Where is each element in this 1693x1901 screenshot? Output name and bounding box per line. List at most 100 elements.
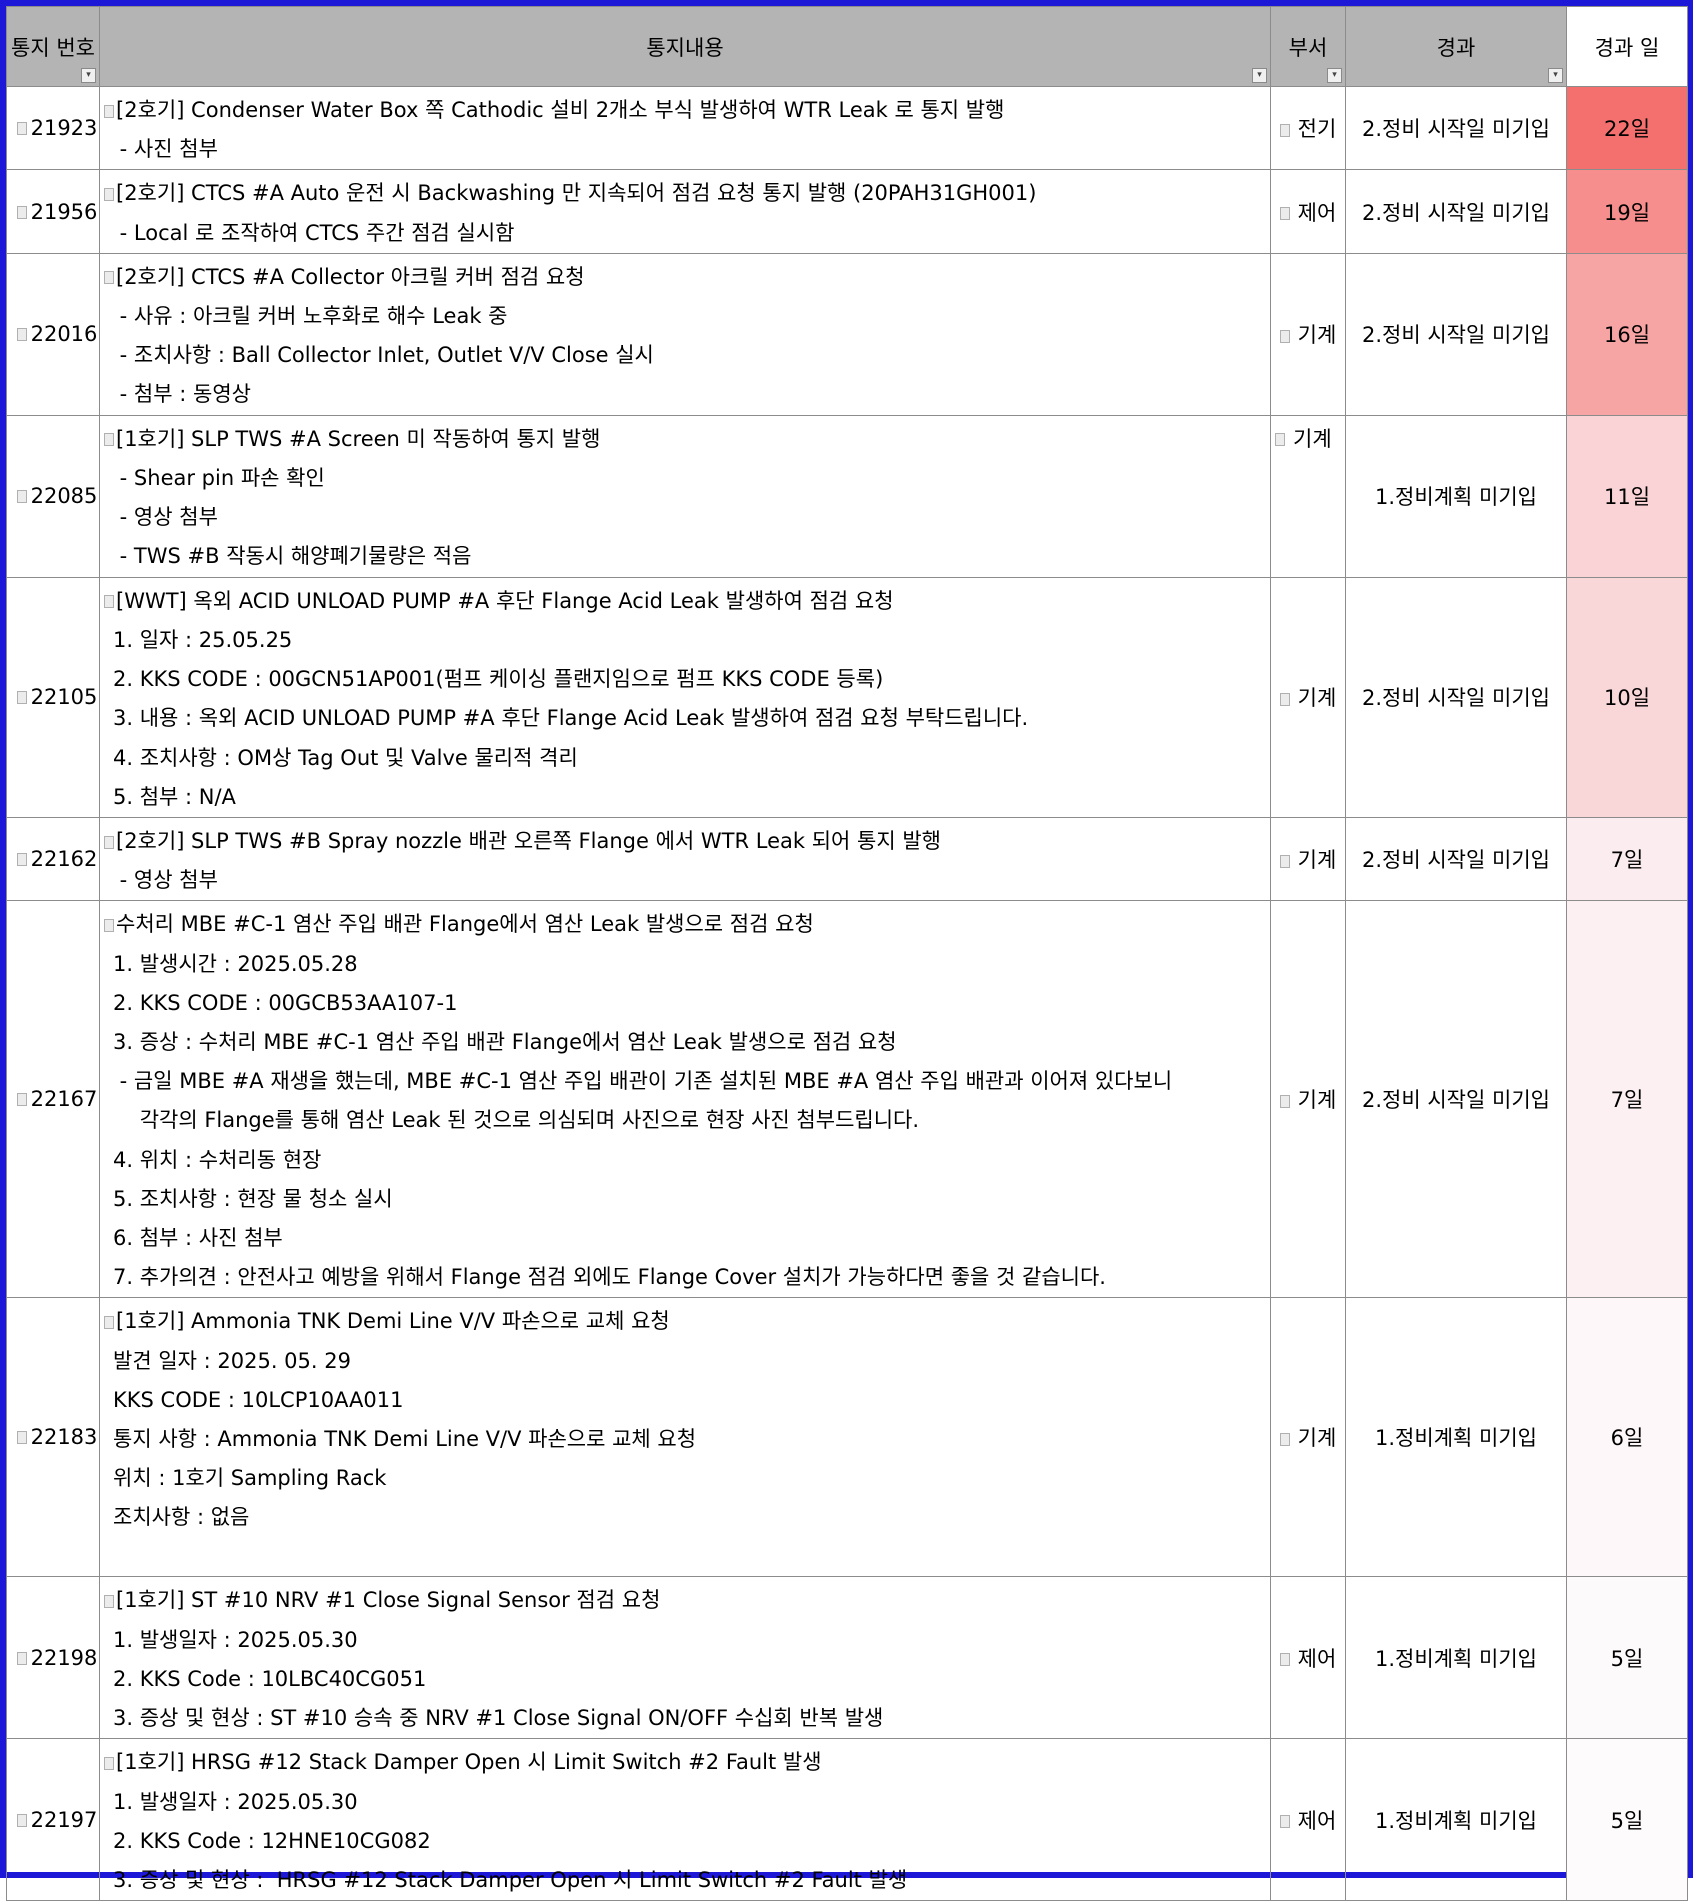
notification-content-cell[interactable]: [2호기] CTCS #A Collector 아크릴 커버 점검 요청 - 사… — [99, 252, 1271, 416]
notification-content-cell[interactable]: [1호기] HRSG #12 Stack Damper Open 시 Limit… — [99, 1738, 1271, 1901]
elapsed-days-value: 22일 — [1603, 117, 1651, 142]
content-detail-line: 2. KKS CODE : 00GCN51AP001(펌프 케이싱 플랜지임으로… — [113, 667, 884, 692]
elapsed-days-cell[interactable]: 16일 — [1566, 252, 1688, 416]
dept-cell[interactable]: 기계 — [1270, 252, 1346, 416]
header-content-label: 통지내용 — [646, 35, 724, 60]
elapsed-days-cell[interactable]: 7일 — [1566, 817, 1688, 902]
notification-content-cell[interactable]: [1호기] SLP TWS #A Screen 미 작동하여 통지 발행 - S… — [99, 414, 1271, 578]
elapsed-days-cell[interactable]: 19일 — [1566, 169, 1688, 254]
notification-table: 통지 번호 ▾ 통지내용 ▾ 부서 ▾ 경과 ▾ 경과 일 — [6, 6, 1688, 1901]
notification-content-cell[interactable]: [1호기] Ammonia TNK Demi Line V/V 파손으로 교체 … — [99, 1297, 1271, 1578]
table-row: 22162 [2호기] SLP TWS #B Spray nozzle 배관 오른… — [6, 817, 1688, 902]
content-detail-line: 6. 첨부 : 사진 첨부 — [113, 1226, 283, 1251]
table-row: 22085 [1호기] SLP TWS #A Screen 미 작동하여 통지 발… — [6, 414, 1688, 578]
dept-cell[interactable]: 기계 — [1270, 817, 1346, 902]
notification-number-cell[interactable]: 22162 — [6, 817, 100, 902]
dept-cell[interactable]: 제어 — [1270, 169, 1346, 254]
notification-number: 21923 — [30, 116, 98, 141]
notification-content-cell[interactable]: [2호기] Condenser Water Box 쪽 Cathodic 설비 … — [99, 85, 1271, 171]
elapsed-days-cell[interactable]: 7일 — [1566, 900, 1688, 1299]
notification-number-cell[interactable]: 22105 — [6, 576, 100, 819]
notification-number: 22167 — [30, 1087, 98, 1112]
dept-label: 제어 — [1297, 1646, 1337, 1671]
notification-content-cell[interactable]: 수처리 MBE #C-1 염산 주입 배관 Flange에서 염산 Leak 발… — [99, 900, 1271, 1299]
header-dept: 부서 ▾ — [1270, 6, 1346, 87]
content-first-line: [1호기] ST #10 NRV #1 Close Signal Sensor … — [104, 1581, 1266, 1620]
dept-cell[interactable]: 전기 — [1270, 85, 1346, 171]
elapsed-days-cell[interactable]: 11일 — [1566, 414, 1688, 578]
elapsed-days-cell[interactable]: 6일 — [1566, 1297, 1688, 1578]
content-title-line: [2호기] CTCS #A Auto 운전 시 Backwashing 만 지속… — [116, 181, 1037, 206]
content-first-line: [1호기] SLP TWS #A Screen 미 작동하여 통지 발행 — [104, 420, 1266, 459]
content-title-line: [1호기] Ammonia TNK Demi Line V/V 파손으로 교체 … — [116, 1309, 670, 1334]
content-first-line: [2호기] CTCS #A Auto 운전 시 Backwashing 만 지속… — [104, 174, 1266, 213]
notification-content-cell[interactable]: [2호기] SLP TWS #B Spray nozzle 배관 오른쪽 Fla… — [99, 817, 1271, 902]
outline-marker-icon — [1279, 207, 1290, 221]
content-title-line: 수처리 MBE #C-1 염산 주입 배관 Flange에서 염산 Leak 발… — [116, 912, 814, 937]
status-cell[interactable]: 2.정비 시작일 미기입 — [1345, 576, 1567, 819]
dept-label: 기계 — [1297, 1426, 1337, 1451]
notification-number-cell[interactable]: 21923 — [6, 85, 100, 171]
outline-marker-icon — [17, 490, 27, 504]
content-detail-line: 3. 증상 및 현상 : ST #10 승속 중 NRV #1 Close Si… — [113, 1706, 884, 1731]
dept-cell[interactable]: 기계 — [1270, 1297, 1346, 1578]
elapsed-days-cell[interactable]: 5일 — [1566, 1576, 1688, 1740]
status-cell[interactable]: 1.정비계획 미기입 — [1345, 1576, 1567, 1740]
status-label: 1.정비계획 미기입 — [1375, 1426, 1537, 1451]
notification-number-cell[interactable]: 22198 — [6, 1576, 100, 1740]
status-label: 1.정비계획 미기입 — [1375, 485, 1537, 510]
notification-number-cell[interactable]: 22085 — [6, 414, 100, 578]
filter-dropdown-icon[interactable]: ▾ — [1548, 68, 1563, 83]
table-row: 22197 [1호기] HRSG #12 Stack Damper Open 시 … — [6, 1738, 1688, 1901]
content-first-line: [2호기] SLP TWS #B Spray nozzle 배관 오른쪽 Fla… — [104, 822, 1266, 861]
filter-dropdown-icon[interactable]: ▾ — [81, 68, 96, 83]
elapsed-days-cell[interactable]: 22일 — [1566, 85, 1688, 171]
notification-number-cell[interactable]: 21956 — [6, 169, 100, 254]
elapsed-days-value: 10일 — [1603, 686, 1651, 711]
content-detail-line: - TWS #B 작동시 해양폐기물량은 적음 — [113, 544, 472, 569]
content-detail-line: - 영상 첨부 — [113, 505, 218, 530]
notification-number: 21956 — [30, 199, 98, 224]
status-cell[interactable]: 2.정비 시작일 미기입 — [1345, 85, 1567, 171]
filter-dropdown-icon[interactable]: ▾ — [1327, 68, 1342, 83]
outline-marker-icon — [104, 104, 114, 118]
content-detail-line: - 영상 첨부 — [113, 868, 218, 893]
elapsed-days-cell[interactable]: 5일 — [1566, 1738, 1688, 1901]
content-title-line: [2호기] SLP TWS #B Spray nozzle 배관 오른쪽 Fla… — [116, 829, 941, 854]
status-cell[interactable]: 2.정비 시작일 미기입 — [1345, 252, 1567, 416]
status-cell[interactable]: 2.정비 시작일 미기입 — [1345, 169, 1567, 254]
notification-content-cell[interactable]: [WWT] 옥외 ACID UNLOAD PUMP #A 후단 Flange A… — [99, 576, 1271, 819]
status-cell[interactable]: 1.정비계획 미기입 — [1345, 1297, 1567, 1578]
notification-number-cell[interactable]: 22183 — [6, 1297, 100, 1578]
notification-content-cell[interactable]: [1호기] ST #10 NRV #1 Close Signal Sensor … — [99, 1576, 1271, 1740]
outline-marker-icon — [104, 835, 114, 849]
status-cell[interactable]: 2.정비 시작일 미기입 — [1345, 817, 1567, 902]
outline-marker-icon — [17, 328, 27, 342]
outline-marker-icon — [1275, 433, 1285, 447]
table-row: 21956 [2호기] CTCS #A Auto 운전 시 Backwashing… — [6, 169, 1688, 254]
status-cell[interactable]: 1.정비계획 미기입 — [1345, 1738, 1567, 1901]
notification-number-cell[interactable]: 22016 — [6, 252, 100, 416]
notification-number: 22198 — [30, 1645, 98, 1670]
outline-marker-icon — [104, 433, 114, 447]
elapsed-days-cell[interactable]: 10일 — [1566, 576, 1688, 819]
content-detail-line: 5. 첨부 : N/A — [113, 784, 236, 809]
elapsed-days-value: 11일 — [1603, 485, 1651, 510]
dept-cell[interactable]: 기계 — [1270, 414, 1346, 578]
filter-dropdown-icon[interactable]: ▾ — [1252, 68, 1267, 83]
dept-cell[interactable]: 기계 — [1270, 900, 1346, 1299]
status-cell[interactable]: 2.정비 시작일 미기입 — [1345, 900, 1567, 1299]
notification-content-cell[interactable]: [2호기] CTCS #A Auto 운전 시 Backwashing 만 지속… — [99, 169, 1271, 254]
content-title-line: [2호기] CTCS #A Collector 아크릴 커버 점검 요청 — [116, 264, 585, 289]
table-row: 22183 [1호기] Ammonia TNK Demi Line V/V 파손으… — [6, 1297, 1688, 1578]
content-title-line: [1호기] HRSG #12 Stack Damper Open 시 Limit… — [116, 1750, 822, 1775]
dept-cell[interactable]: 제어 — [1270, 1576, 1346, 1740]
status-label: 2.정비 시작일 미기입 — [1362, 1088, 1550, 1113]
dept-cell[interactable]: 제어 — [1270, 1738, 1346, 1901]
dept-cell[interactable]: 기계 — [1270, 576, 1346, 819]
notification-number-cell[interactable]: 22197 — [6, 1738, 100, 1901]
dept-label: 제어 — [1297, 200, 1337, 225]
status-cell[interactable]: 1.정비계획 미기입 — [1345, 414, 1567, 578]
outline-marker-icon — [104, 1756, 114, 1770]
notification-number-cell[interactable]: 22167 — [6, 900, 100, 1299]
